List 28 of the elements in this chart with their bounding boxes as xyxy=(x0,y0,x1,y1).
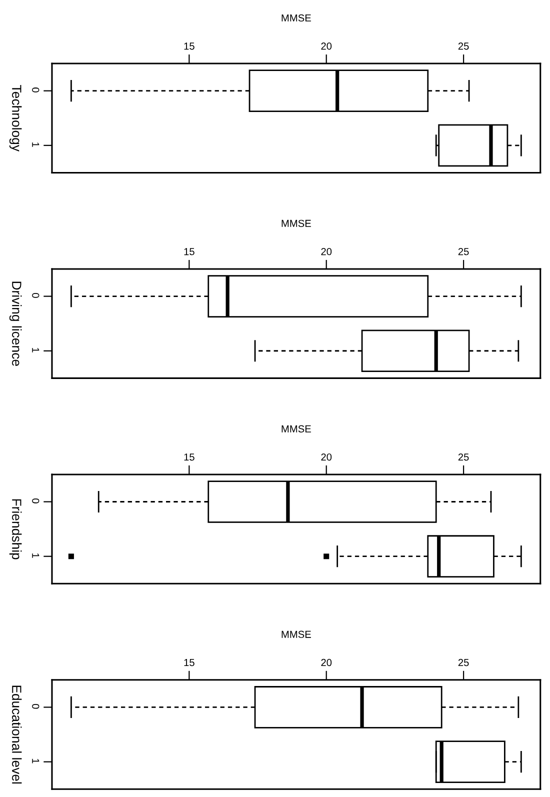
x-tick-label: 15 xyxy=(184,42,194,50)
x-tick-label: 15 xyxy=(184,248,194,256)
x-tick-label: 25 xyxy=(458,42,469,50)
x-tick-label: 25 xyxy=(458,658,469,666)
x-tick-label: 15 xyxy=(184,659,194,666)
x-tick-label: 20 xyxy=(321,658,332,666)
x-axis-title: MMSE xyxy=(282,425,311,432)
x-axis-title: MMSE xyxy=(282,14,311,22)
y-axis-title: Driving licence xyxy=(9,282,22,366)
x-tick-label: 15 xyxy=(184,454,194,461)
y-axis-title: Friendship xyxy=(9,499,22,560)
x-tick-label: 25 xyxy=(458,248,469,256)
y-axis-title: Educational level xyxy=(12,686,22,784)
y-tick-label: 0 xyxy=(32,293,40,298)
y-tick-label: 1 xyxy=(32,758,40,764)
x-axis-title: MMSE xyxy=(282,220,311,227)
y-tick-label: 1 xyxy=(32,348,40,352)
y-tick-label: 1 xyxy=(32,553,40,558)
x-axis-title: MMSE xyxy=(282,630,311,638)
y-tick-label: 0 xyxy=(32,704,40,709)
y-tick-label: 1 xyxy=(32,142,40,147)
x-tick-label: 25 xyxy=(458,453,469,461)
x-tick-label: 20 xyxy=(321,42,332,50)
y-tick-label: 0 xyxy=(32,498,40,504)
x-tick-label: 20 xyxy=(321,248,332,256)
y-tick-label: 0 xyxy=(32,88,40,92)
x-tick-label: 20 xyxy=(321,453,332,461)
y-axis-title: Technology xyxy=(9,85,22,152)
